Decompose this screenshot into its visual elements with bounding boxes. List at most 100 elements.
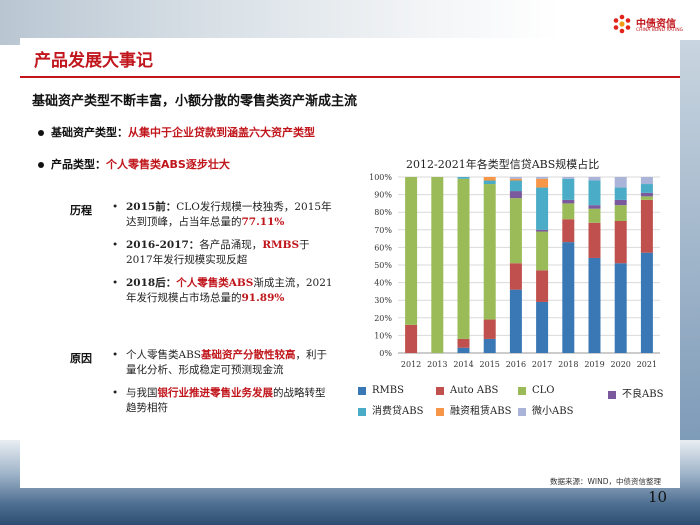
legend-swatch [436, 407, 444, 416]
bullet-dot-icon [38, 162, 44, 168]
bar-segment-消费贷ABS [483, 180, 496, 185]
legend-label: 消费贷ABS [372, 406, 424, 417]
history-period: 2015前： [126, 201, 177, 213]
legend-item: CLO [518, 385, 555, 396]
x-tick-label: 2012 [401, 360, 421, 369]
bar-segment-微小ABS [509, 177, 522, 179]
legend-swatch [518, 386, 526, 395]
bar-segment-CLO [640, 196, 653, 200]
history-list: 2015前：CLO发行规模一枝独秀，2015年达到顶峰，占当年总量的77.11%… [112, 200, 334, 314]
bullet-asset-types: 基础资产类型：从集中于企业贷款到涵盖六大资产类型 [38, 124, 315, 140]
bar-segment-Auto ABS [588, 222, 601, 258]
history-item: 2018后：个人零售类ABS渐成主流，2021年发行规模占市场总量的91.89% [112, 276, 334, 306]
bar-segment-CLO [588, 208, 601, 223]
legend-swatch [518, 407, 526, 416]
history-period: 2018后： [126, 277, 177, 289]
bar-segment-融资租赁ABS [509, 178, 522, 181]
y-tick-label: 20% [374, 314, 392, 323]
bar-segment-微小ABS [562, 177, 575, 179]
x-tick-label: 2016 [506, 360, 526, 369]
bar-segment-消费贷ABS [588, 180, 601, 206]
bar-segment-消费贷ABS [536, 187, 549, 230]
legend-label: 融资租赁ABS [450, 406, 512, 417]
bar-segment-微小ABS [640, 177, 653, 185]
bar-segment-RMBS [483, 338, 496, 353]
bullet-label: 基础资产类型： [51, 126, 128, 139]
bar-segment-不良ABS [588, 205, 601, 209]
bar-segment-CLO [405, 177, 418, 325]
bar-segment-消费贷ABS [457, 177, 470, 179]
legend-item: 融资租赁ABS [436, 402, 511, 417]
x-tick-label: 2013 [427, 360, 447, 369]
bar-segment-Auto ABS [614, 221, 627, 264]
reasons-heading: 原因 [70, 352, 92, 365]
bar-segment-Auto ABS [405, 324, 418, 353]
y-tick-label: 100% [369, 173, 392, 182]
bar-segment-CLO [536, 231, 549, 271]
y-tick-label: 40% [374, 279, 392, 288]
bar-segment-消费贷ABS [562, 178, 575, 200]
reason-item: 个人零售类ABS基础资产分散性较高，利于量化分析、形成稳定可预测现金流 [112, 348, 334, 378]
logo-mark-icon [613, 14, 631, 34]
history-highlight: 77.11% [241, 216, 285, 228]
legend-item: Auto ABS [436, 385, 498, 396]
bullet-product-types: 产品类型：个人零售类ABS逐步壮大 [38, 156, 230, 172]
history-item: 2016-2017：各产品涌现，RMBS于2017年发行规模实现反超 [112, 238, 334, 268]
legend-label: 不良ABS [622, 389, 664, 400]
x-tick-label: 2020 [611, 360, 631, 369]
bullet-label: 产品类型： [51, 158, 106, 171]
legend-label: Auto ABS [450, 385, 499, 396]
bar-segment-RMBS [536, 301, 549, 353]
reason-text: 的战略转型趋势相符 [126, 387, 326, 414]
reason-text: 个人零售类ABS [126, 349, 201, 361]
background-sail [0, 0, 700, 45]
bar-segment-RMBS [457, 347, 470, 353]
bar-segment-不良ABS [536, 229, 549, 232]
x-tick-label: 2014 [453, 360, 473, 369]
legend-swatch [608, 390, 616, 399]
history-period: 2016-2017： [126, 239, 200, 251]
legend-label: CLO [532, 385, 555, 396]
bar-segment-CLO [431, 177, 444, 353]
slide-panel: 产品发展大事记 基础资产类型不断丰富，小额分散的零售类资产渐成主流 基础资产类型… [20, 38, 680, 488]
page-title: 产品发展大事记 [34, 51, 153, 71]
bar-segment-消费贷ABS [640, 184, 653, 193]
bar-segment-RMBS [562, 242, 575, 353]
bar-segment-Auto ABS [509, 263, 522, 290]
bar-segment-不良ABS [562, 199, 575, 204]
bar-segment-不良ABS [614, 199, 627, 206]
legend-swatch [358, 407, 366, 416]
stacked-bar-chart: 0% 10% 20% 30% 40% 50% 60% 70% 80% 90% 100% 2012 201… [369, 173, 660, 369]
bar-segment-微小ABS [536, 177, 549, 179]
y-tick-label: 90% [374, 191, 392, 200]
logo-name-cn: 中债资信 [636, 19, 676, 30]
bullet-text: 个人零售类ABS逐步壮大 [106, 158, 230, 171]
bar-segment-CLO [562, 203, 575, 220]
bullet-dot-icon [38, 130, 44, 136]
bar-segment-融资租赁ABS [483, 177, 496, 181]
reason-text: 与我国 [126, 387, 158, 399]
data-source: 数据来源：WIND，中债资信整理 [550, 477, 662, 486]
bar-segment-Auto ABS [536, 270, 549, 302]
logo-name-en: CHINA BOND RATING [636, 28, 684, 33]
x-tick-label: 2017 [532, 360, 552, 369]
history-text: 渐成主流，2021年发行规模占市场总量的 [126, 277, 333, 304]
history-item: 2015前：CLO发行规模一枝独秀，2015年达到顶峰，占当年总量的77.11% [112, 200, 334, 230]
background-side [678, 40, 700, 460]
bar-segment-不良ABS [509, 191, 522, 199]
legend-item: RMBS [358, 385, 404, 396]
bar-segment-融资租赁ABS [536, 178, 549, 188]
legend-item: 微小ABS [518, 402, 573, 417]
y-tick-label: 30% [374, 296, 392, 305]
history-text: CLO发行规模一枝独秀，2015年达到顶峰，占当年总量的 [126, 201, 332, 228]
title-divider [20, 76, 680, 78]
legend-label: 微小ABS [532, 406, 574, 417]
bar-segment-RMBS [614, 263, 627, 353]
y-tick-label: 80% [374, 208, 392, 217]
bar-segment-Auto ABS [562, 219, 575, 243]
history-highlight: 91.89% [241, 292, 285, 304]
bullet-text: 从集中于企业贷款到涵盖六大资产类型 [128, 126, 315, 139]
history-heading: 历程 [70, 204, 92, 217]
legend-label: RMBS [372, 385, 404, 396]
bar-segment-CLO [457, 178, 470, 339]
